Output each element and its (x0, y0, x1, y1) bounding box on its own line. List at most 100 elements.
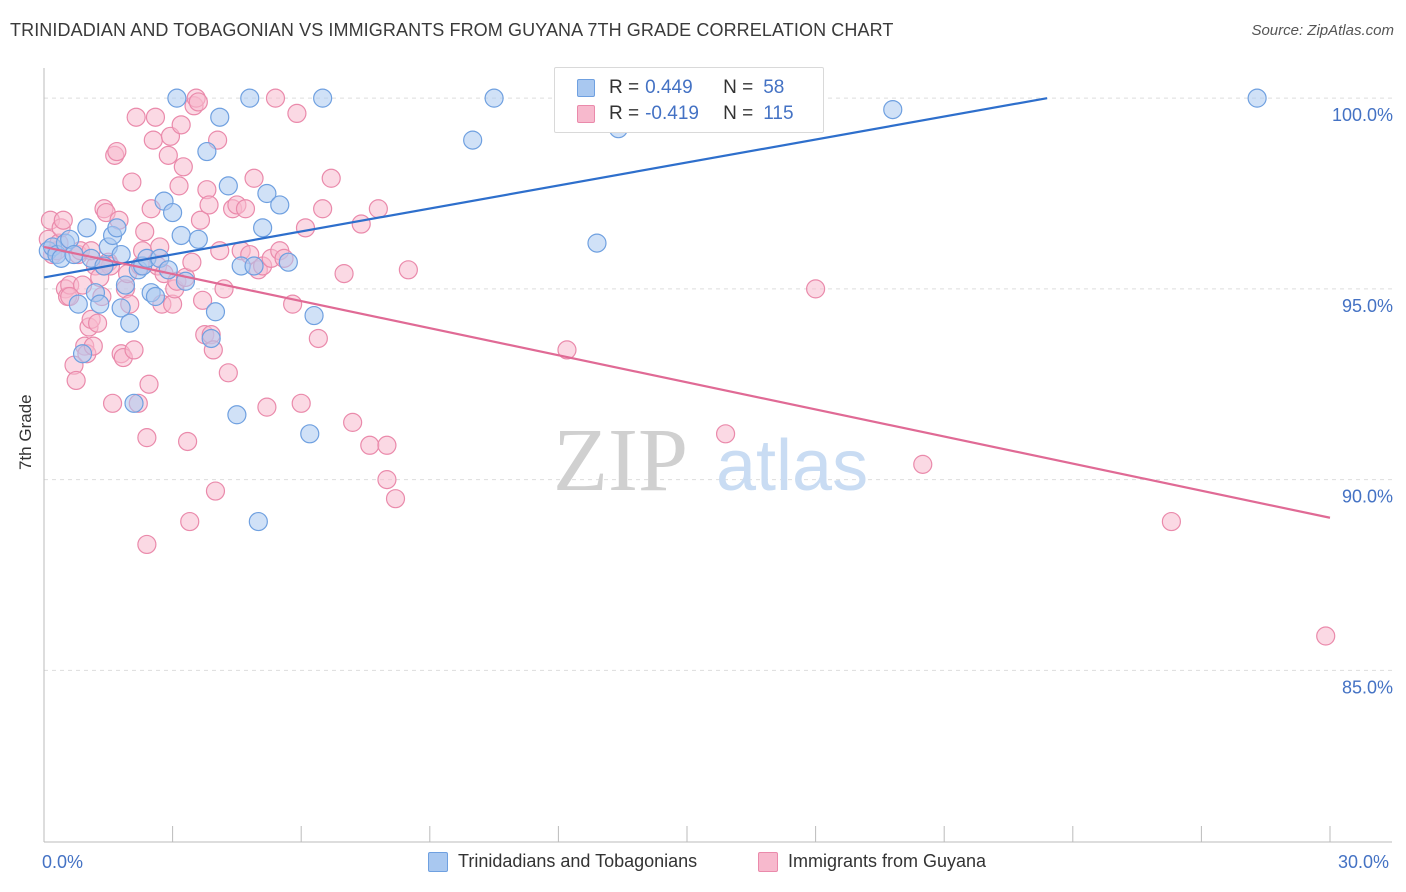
stats-row-blue: R = 0.449 N = 58 (577, 76, 784, 100)
y-axis-title: 7th Grade (16, 394, 35, 470)
stats-legend: R = 0.449 N = 58 R = -0.419 N = 115 (554, 67, 824, 133)
data-point (377, 470, 397, 490)
data-point (90, 294, 110, 314)
data-point (218, 363, 238, 383)
data-point (334, 264, 354, 284)
data-point (291, 393, 311, 413)
data-point (171, 225, 191, 246)
data-point (145, 107, 166, 127)
data-point (107, 141, 127, 162)
data-point (587, 233, 607, 253)
data-point (270, 195, 290, 215)
data-point (182, 252, 202, 272)
data-point (190, 210, 211, 230)
data-point (1316, 626, 1336, 646)
data-point (308, 328, 328, 349)
data-point (139, 374, 159, 394)
data-point (463, 130, 483, 150)
data-point (278, 252, 298, 272)
data-point (72, 344, 93, 364)
x-axis-max-label: 30.0% (1338, 852, 1390, 872)
data-point (248, 511, 268, 532)
data-point (193, 290, 213, 310)
data-point (115, 275, 136, 295)
data-point (304, 305, 324, 326)
watermark-atlas: atlas (716, 426, 868, 506)
data-point (883, 99, 903, 120)
data-point (111, 298, 131, 318)
data-point (102, 393, 123, 413)
pink-swatch-icon (577, 105, 595, 123)
data-point (77, 218, 97, 238)
data-point (53, 210, 73, 230)
data-point (124, 393, 144, 413)
data-point (257, 183, 277, 204)
source-label: Source: ZipAtlas.com (1251, 22, 1394, 39)
data-point (300, 424, 320, 444)
data-point (120, 313, 140, 333)
data-point (171, 115, 191, 135)
data-point (145, 286, 166, 307)
data-point (188, 229, 208, 249)
data-point (244, 168, 264, 188)
data-point (169, 176, 189, 196)
pink-points (38, 88, 1336, 646)
data-point (398, 260, 418, 280)
data-point (205, 302, 226, 322)
legend-item-trinidadians[interactable]: Trinidadians and Tobagonians (428, 851, 697, 872)
series-legend: Trinidadians and Tobagonians Immigrants … (0, 851, 1406, 877)
data-point (210, 107, 230, 127)
n-value: 115 (763, 103, 794, 124)
data-point (158, 260, 178, 280)
data-point (178, 431, 198, 452)
data-point (313, 199, 333, 219)
data-point (199, 195, 219, 215)
data-point (913, 454, 933, 474)
r-value: 0.449 (645, 77, 693, 98)
data-point (1247, 88, 1267, 108)
data-point (257, 397, 277, 417)
data-point (180, 511, 200, 532)
data-point (218, 176, 238, 196)
r-label: R = (609, 103, 640, 124)
trend-line-pink (43, 245, 1331, 519)
data-point (66, 370, 86, 391)
data-point (484, 88, 504, 108)
pink-swatch-icon (758, 851, 778, 872)
data-point (235, 199, 256, 219)
data-point (227, 405, 247, 425)
y-tick-label: 95.0% (1342, 296, 1393, 316)
y-tick-labels: 100.0% 95.0% 90.0% 85.0% (1332, 105, 1393, 697)
blue-points (38, 88, 1267, 532)
data-point (385, 489, 406, 509)
data-point (158, 145, 178, 165)
legend-item-guyana[interactable]: Immigrants from Guyana (758, 851, 986, 872)
data-point (122, 172, 142, 192)
n-label: N = (723, 103, 754, 124)
watermark: ZIP atlas (553, 411, 868, 510)
data-point (321, 168, 341, 188)
y-tick-label: 100.0% (1332, 105, 1393, 125)
blue-swatch-icon (577, 79, 595, 97)
data-point (287, 103, 307, 124)
data-point (107, 218, 127, 238)
data-point (137, 534, 157, 555)
data-point (124, 340, 144, 360)
data-point (126, 107, 146, 127)
data-point (173, 157, 193, 177)
data-point (205, 481, 226, 501)
data-point (240, 88, 260, 108)
data-point (1161, 511, 1181, 532)
data-point (137, 428, 157, 448)
grid (44, 97, 1392, 671)
data-point (295, 218, 316, 238)
trend-line-blue (43, 97, 1048, 279)
trend-lines (43, 97, 1331, 519)
data-point (715, 424, 736, 444)
data-point (377, 435, 397, 455)
y-tick-label: 85.0% (1342, 677, 1393, 697)
data-point (244, 256, 264, 276)
data-point (143, 130, 163, 150)
data-point (188, 92, 208, 112)
n-value: 58 (763, 77, 785, 98)
